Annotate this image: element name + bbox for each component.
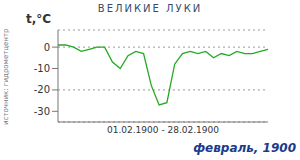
svg-text:-30: -30: [34, 106, 50, 117]
html-text:t,°C: t,°C: [26, 12, 52, 26]
svg-text:0: 0: [44, 42, 50, 53]
html-text:01.02.1900 - 28.02.1900: 01.02.1900 - 28.02.1900: [107, 125, 219, 135]
svg-text:-10: -10: [34, 63, 50, 74]
html-text:источник: гидрометцентр: источник: гидрометцентр: [2, 28, 10, 126]
html-text:февраль, 1900: февраль, 1900: [193, 141, 296, 155]
html-text:ВЕЛИКИЕ ЛУКИ: ВЕЛИКИЕ ЛУКИ: [97, 3, 203, 14]
svg-text:-20: -20: [34, 84, 50, 95]
